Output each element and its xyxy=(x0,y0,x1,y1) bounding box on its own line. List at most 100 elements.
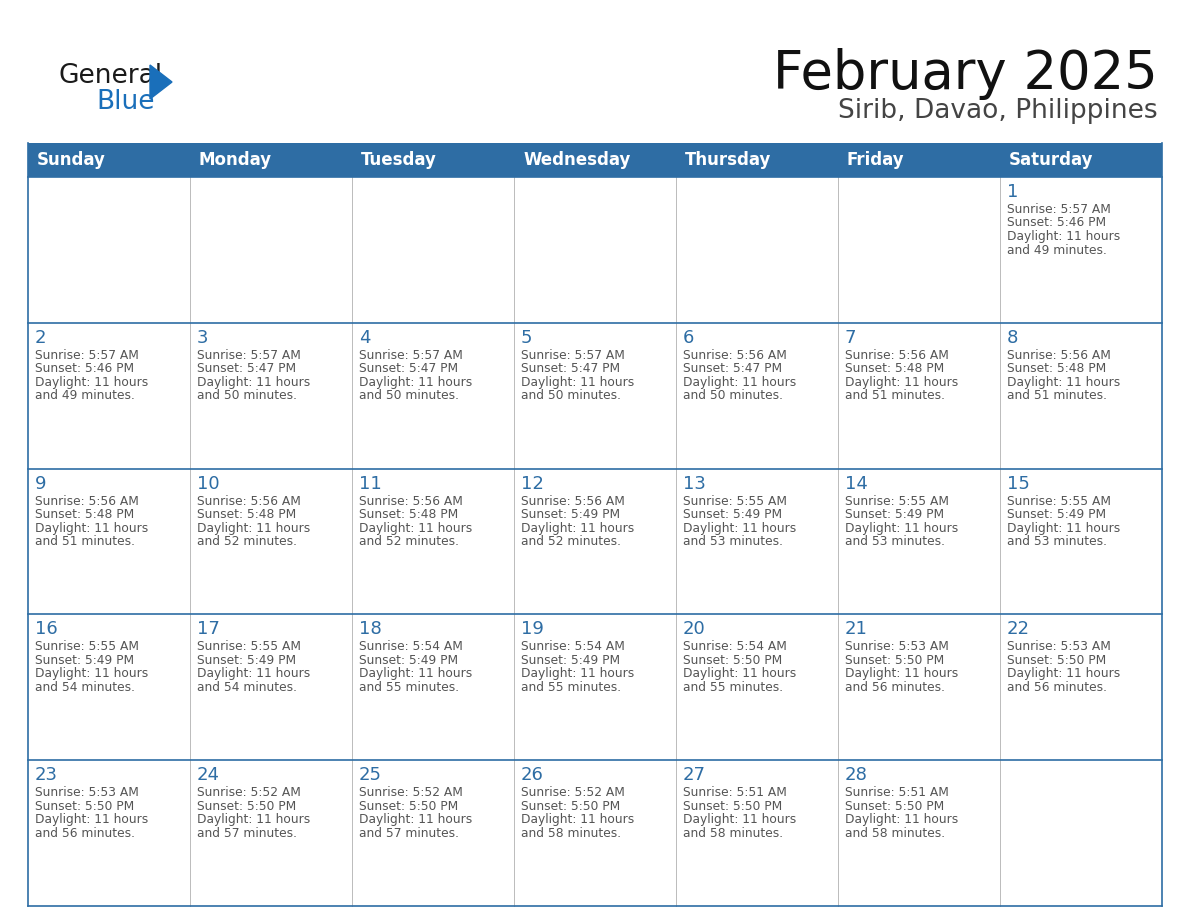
Text: and 50 minutes.: and 50 minutes. xyxy=(197,389,297,402)
Text: 15: 15 xyxy=(1007,475,1030,493)
Bar xyxy=(29,143,1162,177)
Text: Sunset: 5:49 PM: Sunset: 5:49 PM xyxy=(522,508,620,521)
Text: Sunset: 5:49 PM: Sunset: 5:49 PM xyxy=(34,654,134,666)
Text: Sunrise: 5:55 AM: Sunrise: 5:55 AM xyxy=(197,641,301,654)
Text: 16: 16 xyxy=(34,621,58,638)
Text: Sunset: 5:49 PM: Sunset: 5:49 PM xyxy=(683,508,782,521)
Text: Sunset: 5:50 PM: Sunset: 5:50 PM xyxy=(683,800,782,812)
Text: Sirib, Davao, Philippines: Sirib, Davao, Philippines xyxy=(839,98,1158,124)
Text: Daylight: 11 hours: Daylight: 11 hours xyxy=(197,521,310,534)
Text: Sunset: 5:47 PM: Sunset: 5:47 PM xyxy=(359,363,459,375)
Text: Sunset: 5:47 PM: Sunset: 5:47 PM xyxy=(683,363,782,375)
Text: February 2025: February 2025 xyxy=(773,48,1158,100)
Text: Sunset: 5:49 PM: Sunset: 5:49 PM xyxy=(197,654,296,666)
Text: Sunset: 5:48 PM: Sunset: 5:48 PM xyxy=(845,363,944,375)
Text: and 58 minutes.: and 58 minutes. xyxy=(522,827,621,840)
Text: 12: 12 xyxy=(522,475,544,493)
Text: Saturday: Saturday xyxy=(1009,151,1093,169)
Text: Sunset: 5:50 PM: Sunset: 5:50 PM xyxy=(845,654,944,666)
Text: Sunset: 5:49 PM: Sunset: 5:49 PM xyxy=(522,654,620,666)
Text: 26: 26 xyxy=(522,767,544,784)
Text: 25: 25 xyxy=(359,767,383,784)
Text: 27: 27 xyxy=(683,767,706,784)
Text: Sunrise: 5:56 AM: Sunrise: 5:56 AM xyxy=(359,495,463,508)
Text: Sunset: 5:47 PM: Sunset: 5:47 PM xyxy=(522,363,620,375)
Text: Monday: Monday xyxy=(200,151,272,169)
Text: Daylight: 11 hours: Daylight: 11 hours xyxy=(359,375,473,389)
Text: Friday: Friday xyxy=(847,151,904,169)
Text: 14: 14 xyxy=(845,475,868,493)
Text: Sunrise: 5:52 AM: Sunrise: 5:52 AM xyxy=(197,786,301,800)
Text: Sunset: 5:50 PM: Sunset: 5:50 PM xyxy=(683,654,782,666)
Text: 20: 20 xyxy=(683,621,706,638)
Text: Blue: Blue xyxy=(96,89,154,115)
Text: 24: 24 xyxy=(197,767,220,784)
Text: Daylight: 11 hours: Daylight: 11 hours xyxy=(845,813,959,826)
Text: Sunrise: 5:54 AM: Sunrise: 5:54 AM xyxy=(683,641,786,654)
Text: Daylight: 11 hours: Daylight: 11 hours xyxy=(683,521,796,534)
Text: 5: 5 xyxy=(522,329,532,347)
Text: Daylight: 11 hours: Daylight: 11 hours xyxy=(683,667,796,680)
Text: Sunset: 5:46 PM: Sunset: 5:46 PM xyxy=(1007,217,1106,230)
Text: and 58 minutes.: and 58 minutes. xyxy=(845,827,946,840)
Text: 2: 2 xyxy=(34,329,46,347)
Text: Sunset: 5:49 PM: Sunset: 5:49 PM xyxy=(845,508,944,521)
Text: Daylight: 11 hours: Daylight: 11 hours xyxy=(359,813,473,826)
Text: Sunrise: 5:55 AM: Sunrise: 5:55 AM xyxy=(1007,495,1111,508)
Text: and 53 minutes.: and 53 minutes. xyxy=(845,535,944,548)
Text: Sunset: 5:50 PM: Sunset: 5:50 PM xyxy=(34,800,134,812)
Text: and 57 minutes.: and 57 minutes. xyxy=(359,827,459,840)
Text: 4: 4 xyxy=(359,329,371,347)
Text: and 53 minutes.: and 53 minutes. xyxy=(683,535,783,548)
Text: Daylight: 11 hours: Daylight: 11 hours xyxy=(34,667,148,680)
Text: Daylight: 11 hours: Daylight: 11 hours xyxy=(34,521,148,534)
Text: Daylight: 11 hours: Daylight: 11 hours xyxy=(34,813,148,826)
Text: 10: 10 xyxy=(197,475,220,493)
Text: Daylight: 11 hours: Daylight: 11 hours xyxy=(359,521,473,534)
Text: Sunrise: 5:56 AM: Sunrise: 5:56 AM xyxy=(522,495,625,508)
Text: Daylight: 11 hours: Daylight: 11 hours xyxy=(845,375,959,389)
Text: Sunset: 5:49 PM: Sunset: 5:49 PM xyxy=(359,654,459,666)
Text: Sunrise: 5:56 AM: Sunrise: 5:56 AM xyxy=(845,349,949,362)
Text: and 57 minutes.: and 57 minutes. xyxy=(197,827,297,840)
Text: General: General xyxy=(58,63,162,89)
Text: Sunrise: 5:56 AM: Sunrise: 5:56 AM xyxy=(1007,349,1111,362)
Text: 23: 23 xyxy=(34,767,58,784)
Text: Sunset: 5:46 PM: Sunset: 5:46 PM xyxy=(34,363,134,375)
Text: Sunrise: 5:53 AM: Sunrise: 5:53 AM xyxy=(845,641,949,654)
Text: Daylight: 11 hours: Daylight: 11 hours xyxy=(197,375,310,389)
Text: Sunrise: 5:54 AM: Sunrise: 5:54 AM xyxy=(359,641,463,654)
Text: and 55 minutes.: and 55 minutes. xyxy=(522,681,621,694)
Text: and 52 minutes.: and 52 minutes. xyxy=(522,535,621,548)
Text: 7: 7 xyxy=(845,329,857,347)
Text: Sunset: 5:50 PM: Sunset: 5:50 PM xyxy=(845,800,944,812)
Text: Sunrise: 5:52 AM: Sunrise: 5:52 AM xyxy=(359,786,463,800)
Text: and 49 minutes.: and 49 minutes. xyxy=(1007,243,1107,256)
Text: Daylight: 11 hours: Daylight: 11 hours xyxy=(845,667,959,680)
Text: Daylight: 11 hours: Daylight: 11 hours xyxy=(683,375,796,389)
Text: Daylight: 11 hours: Daylight: 11 hours xyxy=(34,375,148,389)
Text: Sunrise: 5:57 AM: Sunrise: 5:57 AM xyxy=(197,349,301,362)
Text: Sunrise: 5:57 AM: Sunrise: 5:57 AM xyxy=(522,349,625,362)
Text: and 54 minutes.: and 54 minutes. xyxy=(34,681,135,694)
Text: Sunrise: 5:53 AM: Sunrise: 5:53 AM xyxy=(34,786,139,800)
Text: and 51 minutes.: and 51 minutes. xyxy=(1007,389,1107,402)
Text: 1: 1 xyxy=(1007,183,1018,201)
Text: Sunrise: 5:51 AM: Sunrise: 5:51 AM xyxy=(683,786,786,800)
Text: Sunrise: 5:56 AM: Sunrise: 5:56 AM xyxy=(197,495,301,508)
Text: Tuesday: Tuesday xyxy=(361,151,437,169)
Text: 17: 17 xyxy=(197,621,220,638)
Text: and 49 minutes.: and 49 minutes. xyxy=(34,389,135,402)
Text: Sunset: 5:48 PM: Sunset: 5:48 PM xyxy=(1007,363,1106,375)
Text: Sunrise: 5:57 AM: Sunrise: 5:57 AM xyxy=(359,349,463,362)
Text: Sunrise: 5:51 AM: Sunrise: 5:51 AM xyxy=(845,786,949,800)
Text: 19: 19 xyxy=(522,621,544,638)
Text: 22: 22 xyxy=(1007,621,1030,638)
Text: and 55 minutes.: and 55 minutes. xyxy=(359,681,459,694)
Text: Daylight: 11 hours: Daylight: 11 hours xyxy=(1007,375,1120,389)
Text: Sunset: 5:50 PM: Sunset: 5:50 PM xyxy=(522,800,620,812)
Text: Sunday: Sunday xyxy=(37,151,106,169)
Text: 13: 13 xyxy=(683,475,706,493)
Text: and 56 minutes.: and 56 minutes. xyxy=(845,681,944,694)
Text: Sunrise: 5:55 AM: Sunrise: 5:55 AM xyxy=(683,495,786,508)
